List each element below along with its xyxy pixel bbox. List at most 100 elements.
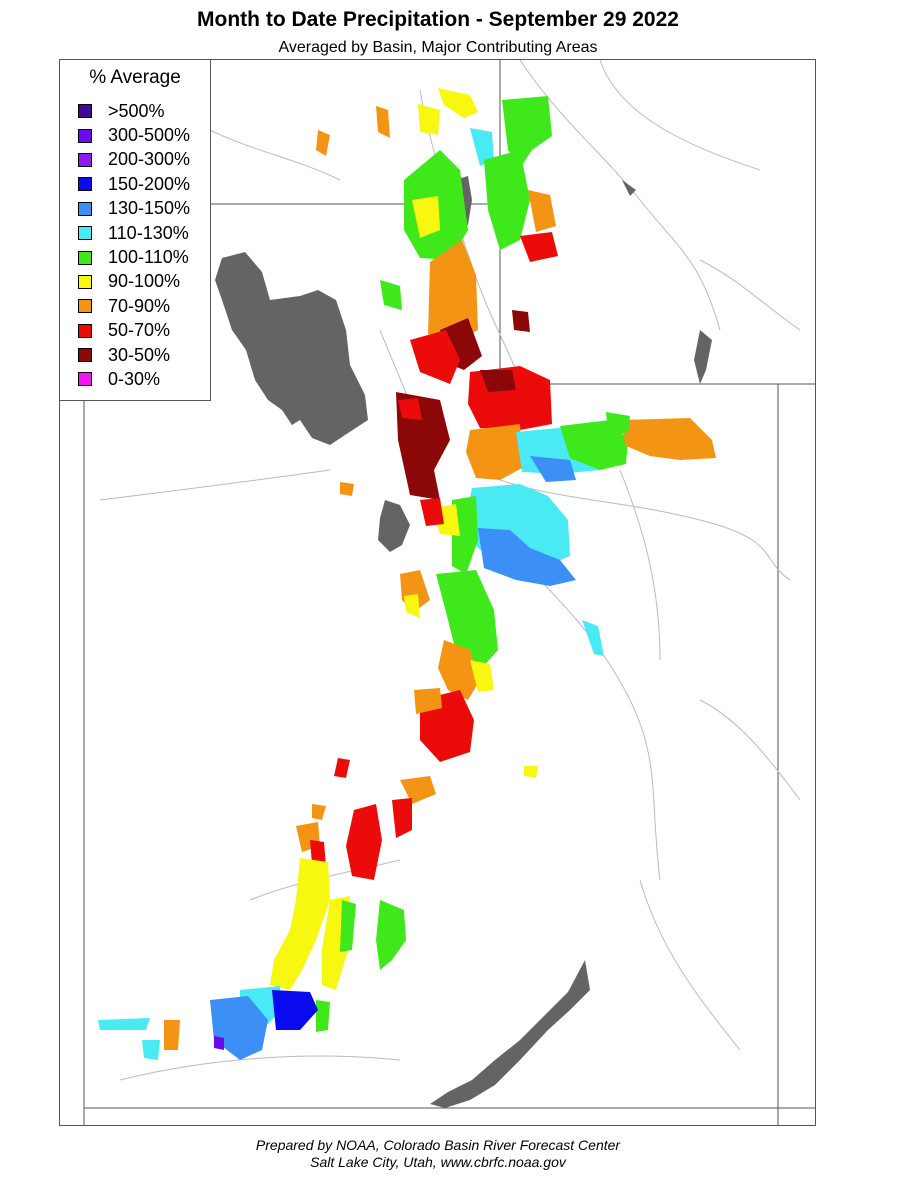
region-orange-nw (376, 106, 390, 138)
region-orange-far-nw (316, 130, 330, 156)
map-title: Month to Date Precipitation - September … (197, 8, 679, 31)
legend-swatch (78, 274, 92, 289)
region-yellow-nw (418, 104, 440, 135)
region-yellow-small (524, 766, 538, 778)
region-deepblue-sw (272, 990, 318, 1030)
legend-label: 200-300% (108, 149, 191, 170)
legend-label: >500% (108, 100, 165, 121)
region-red-sw-a (392, 798, 412, 838)
river-line (699, 259, 801, 331)
legend-swatch (78, 348, 92, 363)
region-cyan-east (582, 620, 604, 656)
legend-label: 30-50% (108, 344, 171, 365)
region-blue-central (478, 528, 576, 586)
region-orange-sw (400, 776, 436, 804)
legend-title: % Average (89, 67, 181, 88)
legend-swatch (78, 323, 92, 338)
legend-label: 50-70% (108, 320, 171, 341)
legend-label: 130-150% (108, 198, 191, 219)
region-orange-sevier-b (414, 688, 442, 714)
region-red-slc (398, 398, 422, 420)
river-lines (99, 59, 801, 1081)
region-red-sw-c (310, 840, 326, 866)
region-yellow-cache (412, 196, 440, 238)
legend-item: >500% (78, 99, 190, 123)
legend-items: >500% 300-500% 200-300% 150-200% 130-150… (78, 99, 190, 392)
legend-swatch (78, 299, 92, 314)
region-green-west (380, 280, 402, 310)
lake-powell (430, 960, 590, 1108)
river-line (419, 89, 521, 381)
region-green-timp (452, 496, 478, 574)
region-green-uinta-east (606, 412, 630, 434)
region-red-ogden (410, 330, 460, 384)
legend-swatch (78, 177, 92, 192)
river-line (499, 479, 791, 581)
legend-swatch (78, 226, 92, 241)
region-yellow-nebo (404, 594, 420, 618)
river-line (599, 59, 761, 171)
legend-item: 150-200% (78, 172, 190, 196)
legend-item: 90-100% (78, 270, 190, 294)
region-orange-uinta-east (620, 418, 716, 460)
legend-label: 90-100% (108, 271, 181, 292)
region-green-north (502, 96, 552, 168)
region-yellow-north (438, 88, 478, 118)
footer: Prepared by NOAA, Colorado Basin River F… (0, 1137, 876, 1171)
legend-swatch (78, 128, 92, 143)
region-cyan-north (470, 128, 494, 166)
legend-label: 100-110% (108, 247, 189, 268)
region-darkred-ne (512, 310, 530, 332)
legend-item: 50-70% (78, 319, 190, 343)
region-cyan-far-sw-b (142, 1040, 160, 1060)
legend-label: 150-200% (108, 173, 191, 194)
region-green-sw (340, 900, 356, 952)
river-line (209, 129, 341, 181)
region-orange-sevier (438, 640, 480, 700)
legend-swatch (78, 372, 92, 387)
region-red-east (520, 232, 558, 262)
legend-item: 100-110% (78, 245, 190, 269)
legend-label: 70-90% (108, 295, 171, 316)
great-salt-lake (215, 252, 368, 445)
map-subtitle: Averaged by Basin, Major Contributing Ar… (278, 39, 598, 56)
legend-label: 300-500% (108, 125, 191, 146)
river-line (639, 879, 741, 1051)
region-orange-far-sw (164, 1020, 180, 1050)
legend-item: 70-90% (78, 294, 190, 318)
river-line (519, 59, 721, 331)
reservoir (622, 180, 636, 196)
legend-item: 130-150% (78, 197, 190, 221)
footer-line-1: Prepared by NOAA, Colorado Basin River F… (255, 1137, 621, 1153)
legend: % Average >500% 300-500% 200-300% 150-20… (59, 59, 211, 401)
region-green-sw-c (316, 1000, 330, 1032)
region-green-uinta (560, 420, 628, 470)
region-orange-central (466, 424, 522, 480)
region-orange-small (340, 482, 354, 496)
region-red-sw-b (346, 804, 382, 880)
legend-swatch (78, 104, 92, 119)
legend-item: 110-130% (78, 221, 190, 245)
legend-label: 110-130% (108, 222, 189, 243)
precipitation-regions (98, 88, 716, 1060)
region-green-sw-b (376, 900, 406, 970)
legend-item: 200-300% (78, 148, 190, 172)
utah-lake (378, 500, 410, 552)
river-line (119, 1055, 401, 1081)
footer-line-2: Salt Lake City, Utah, www.cbrfc.noaa.gov (310, 1154, 566, 1170)
region-green-sanpete (436, 570, 498, 670)
region-purple-sw (214, 1036, 224, 1050)
region-yellow-sw (270, 858, 330, 990)
region-orange-weber (428, 240, 478, 342)
legend-item: 30-50% (78, 343, 190, 367)
river-line (619, 469, 661, 661)
legend-swatch (78, 201, 92, 216)
legend-label: 0-30% (108, 368, 161, 389)
region-orange-east (528, 190, 556, 232)
flaming-gorge (694, 330, 712, 384)
region-yellow-sevier (470, 660, 494, 692)
legend-swatch (78, 250, 92, 265)
river-line (699, 699, 801, 801)
legend-item: 0-30% (78, 367, 190, 391)
